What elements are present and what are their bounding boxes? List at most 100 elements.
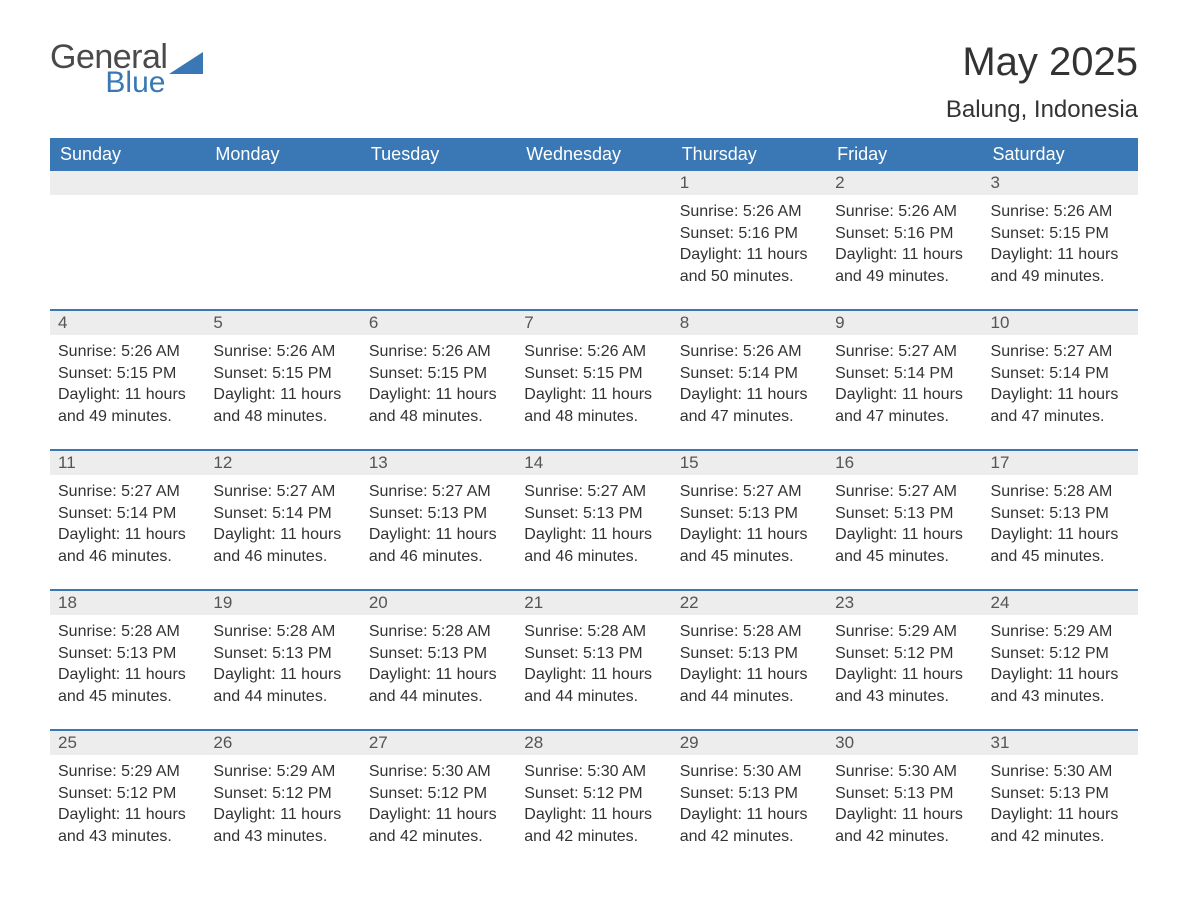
sunset-line: Sunset: 5:15 PM <box>369 363 508 385</box>
sunset-label: Sunset: <box>58 505 117 522</box>
sunrise-value: 5:26 AM <box>432 343 491 360</box>
sunrise-line: Sunrise: 5:26 AM <box>58 341 197 363</box>
sunrise-value: 5:28 AM <box>1054 483 1113 500</box>
sunset-line: Sunset: 5:16 PM <box>835 223 974 245</box>
sunset-line: Sunset: 5:15 PM <box>524 363 663 385</box>
sunrise-label: Sunrise: <box>369 483 432 500</box>
daylight-suffix: . <box>789 408 793 425</box>
day-number: 22 <box>672 591 827 615</box>
calendar-week-row: 25Sunrise: 5:29 AMSunset: 5:12 PMDayligh… <box>50 731 1138 869</box>
sunset-label: Sunset: <box>680 505 739 522</box>
sunset-value: 5:14 PM <box>272 505 332 522</box>
sunset-value: 5:12 PM <box>1049 645 1109 662</box>
day-details: Sunrise: 5:28 AMSunset: 5:13 PMDaylight:… <box>50 615 205 721</box>
sunrise-line: Sunrise: 5:26 AM <box>680 201 819 223</box>
sunset-line: Sunset: 5:13 PM <box>835 503 974 525</box>
daylight-label: Daylight: <box>369 386 436 403</box>
sunrise-line: Sunrise: 5:30 AM <box>991 761 1130 783</box>
sunrise-label: Sunrise: <box>835 203 898 220</box>
daylight-suffix: . <box>945 548 949 565</box>
sunset-label: Sunset: <box>58 365 117 382</box>
daylight-label: Daylight: <box>369 806 436 823</box>
daylight-line: Daylight: 11 hours and 50 minutes. <box>680 244 819 287</box>
sunrise-line: Sunrise: 5:27 AM <box>835 341 974 363</box>
sunrise-label: Sunrise: <box>835 623 898 640</box>
day-details: Sunrise: 5:26 AMSunset: 5:15 PMDaylight:… <box>205 335 360 441</box>
sunrise-value: 5:26 AM <box>277 343 336 360</box>
sunrise-line: Sunrise: 5:27 AM <box>991 341 1130 363</box>
sunrise-label: Sunrise: <box>369 343 432 360</box>
calendar-day-cell: 3Sunrise: 5:26 AMSunset: 5:15 PMDaylight… <box>983 171 1138 309</box>
day-details: Sunrise: 5:30 AMSunset: 5:13 PMDaylight:… <box>983 755 1138 861</box>
daylight-line: Daylight: 11 hours and 45 minutes. <box>680 524 819 567</box>
sunrise-label: Sunrise: <box>680 623 743 640</box>
sunset-label: Sunset: <box>835 785 894 802</box>
day-number: 7 <box>516 311 671 335</box>
daylight-suffix: . <box>478 688 482 705</box>
sunset-line: Sunset: 5:12 PM <box>58 783 197 805</box>
sunrise-line: Sunrise: 5:27 AM <box>835 481 974 503</box>
daylight-line: Daylight: 11 hours and 43 minutes. <box>991 664 1130 707</box>
day-number: 4 <box>50 311 205 335</box>
day-details: Sunrise: 5:26 AMSunset: 5:16 PMDaylight:… <box>672 195 827 301</box>
sunset-line: Sunset: 5:14 PM <box>58 503 197 525</box>
sunset-line: Sunset: 5:14 PM <box>213 503 352 525</box>
day-number: 5 <box>205 311 360 335</box>
sunset-line: Sunset: 5:13 PM <box>369 503 508 525</box>
calendar-day-cell: 22Sunrise: 5:28 AMSunset: 5:13 PMDayligh… <box>672 591 827 729</box>
calendar-day-cell: 9Sunrise: 5:27 AMSunset: 5:14 PMDaylight… <box>827 311 982 449</box>
daylight-label: Daylight: <box>991 806 1058 823</box>
sunrise-label: Sunrise: <box>835 763 898 780</box>
sunrise-label: Sunrise: <box>991 763 1054 780</box>
day-number: 27 <box>361 731 516 755</box>
sunset-label: Sunset: <box>58 645 117 662</box>
daylight-label: Daylight: <box>58 386 125 403</box>
sunrise-label: Sunrise: <box>835 343 898 360</box>
sunset-value: 5:13 PM <box>583 645 643 662</box>
daylight-suffix: . <box>789 548 793 565</box>
sunrise-label: Sunrise: <box>680 343 743 360</box>
sunset-line: Sunset: 5:13 PM <box>58 643 197 665</box>
sunset-label: Sunset: <box>835 365 894 382</box>
sunrise-value: 5:30 AM <box>587 763 646 780</box>
sunset-value: 5:14 PM <box>894 365 954 382</box>
daylight-line: Daylight: 11 hours and 46 minutes. <box>58 524 197 567</box>
sunset-line: Sunset: 5:14 PM <box>835 363 974 385</box>
daylight-label: Daylight: <box>991 386 1058 403</box>
sunset-value: 5:14 PM <box>1049 365 1109 382</box>
day-header: Sunday <box>50 138 205 171</box>
calendar-week-row: 4Sunrise: 5:26 AMSunset: 5:15 PMDaylight… <box>50 311 1138 449</box>
daylight-label: Daylight: <box>991 666 1058 683</box>
sunrise-label: Sunrise: <box>524 483 587 500</box>
calendar-day-cell: 31Sunrise: 5:30 AMSunset: 5:13 PMDayligh… <box>983 731 1138 869</box>
title-block: May 2025 Balung, Indonesia <box>946 40 1138 124</box>
day-details: Sunrise: 5:30 AMSunset: 5:12 PMDaylight:… <box>516 755 671 861</box>
sunset-value: 5:13 PM <box>1049 505 1109 522</box>
sunrise-value: 5:27 AM <box>277 483 336 500</box>
calendar-day-cell: 30Sunrise: 5:30 AMSunset: 5:13 PMDayligh… <box>827 731 982 869</box>
sunrise-line: Sunrise: 5:30 AM <box>680 761 819 783</box>
sunrise-value: 5:29 AM <box>277 763 336 780</box>
sunrise-value: 5:26 AM <box>743 203 802 220</box>
day-number: 16 <box>827 451 982 475</box>
sunrise-label: Sunrise: <box>213 343 276 360</box>
sunrise-line: Sunrise: 5:29 AM <box>213 761 352 783</box>
sunset-value: 5:13 PM <box>894 505 954 522</box>
daylight-suffix: . <box>634 548 638 565</box>
daylight-line: Daylight: 11 hours and 49 minutes. <box>991 244 1130 287</box>
calendar-header-row: SundayMondayTuesdayWednesdayThursdayFrid… <box>50 138 1138 171</box>
sunrise-value: 5:29 AM <box>1054 623 1113 640</box>
day-number <box>50 171 205 195</box>
sunrise-value: 5:28 AM <box>432 623 491 640</box>
day-number: 12 <box>205 451 360 475</box>
day-details: Sunrise: 5:27 AMSunset: 5:14 PMDaylight:… <box>50 475 205 581</box>
calendar-day-cell: 8Sunrise: 5:26 AMSunset: 5:14 PMDaylight… <box>672 311 827 449</box>
daylight-suffix: . <box>634 688 638 705</box>
sunset-line: Sunset: 5:12 PM <box>835 643 974 665</box>
day-number: 10 <box>983 311 1138 335</box>
sunset-value: 5:15 PM <box>117 365 177 382</box>
sunrise-line: Sunrise: 5:26 AM <box>213 341 352 363</box>
sunrise-value: 5:29 AM <box>898 623 957 640</box>
sunset-label: Sunset: <box>524 505 583 522</box>
daylight-label: Daylight: <box>213 666 280 683</box>
